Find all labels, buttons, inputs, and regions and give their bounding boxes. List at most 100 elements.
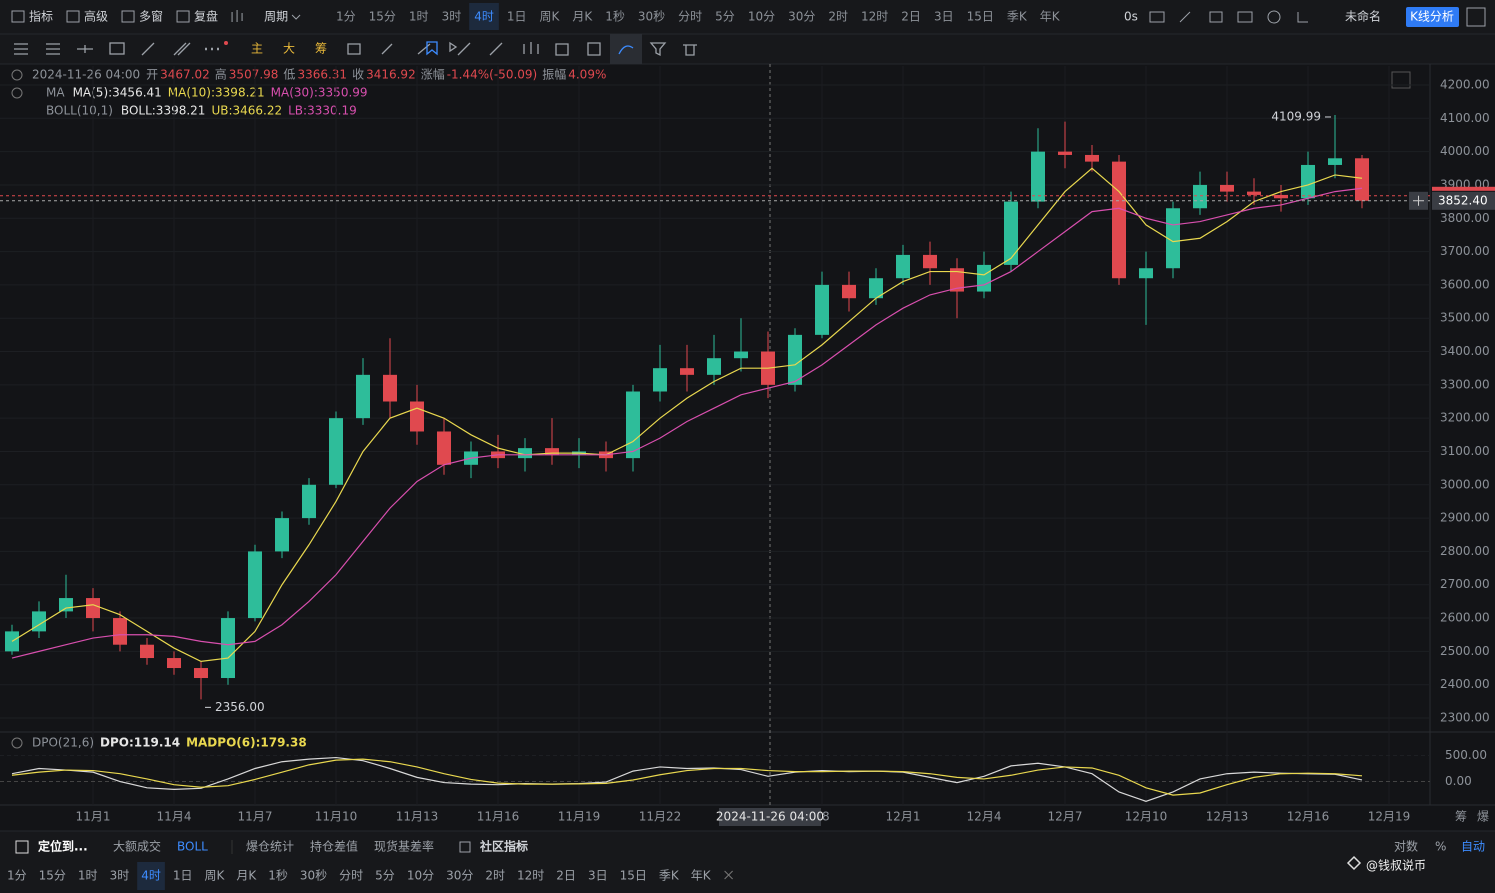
period-button[interactable]: 30分 [446, 869, 473, 883]
period-button[interactable]: 周K [539, 10, 560, 24]
ma-line [11, 187, 1363, 659]
toolbar-button[interactable]: 周期 [264, 10, 288, 24]
period-button[interactable]: 周K [204, 869, 225, 883]
period-button[interactable]: 月K [236, 869, 257, 883]
last-price-box [1432, 191, 1495, 210]
indicator-button[interactable]: 主 [251, 42, 263, 56]
period-button[interactable]: 30秒 [638, 10, 665, 24]
indicator-tab[interactable]: 大额成交 [113, 839, 161, 854]
period-button[interactable]: 12时 [517, 869, 544, 883]
period-button[interactable]: 1分 [7, 869, 27, 883]
collapse-icon[interactable] [11, 87, 23, 99]
scale-option[interactable]: % [1435, 840, 1446, 854]
period-button[interactable]: 15分 [369, 10, 396, 24]
period-button[interactable]: 5分 [715, 10, 735, 24]
tool-icon[interactable] [347, 41, 458, 55]
period-button[interactable]: 季K [659, 869, 680, 883]
period-button[interactable]: 1时 [409, 10, 429, 24]
toolbar-button[interactable]: 指标 [29, 9, 53, 24]
period-button[interactable]: 1日 [173, 869, 193, 883]
layout-name[interactable]: 未命名 [1345, 9, 1381, 24]
toolbar-button[interactable]: 复盘 [194, 9, 218, 24]
tool-icon[interactable] [649, 42, 697, 57]
info-label: 涨幅 [421, 67, 445, 82]
indicator-tab[interactable]: 现货基差率 [374, 839, 434, 854]
y-tick-label: 2300.00 [1440, 711, 1490, 725]
period-button[interactable]: 15分 [39, 869, 66, 883]
period-button[interactable]: 30分 [788, 10, 815, 24]
trend-icon[interactable] [141, 42, 191, 56]
side-tab[interactable]: 筹 [1455, 810, 1467, 824]
close-icon[interactable] [724, 870, 733, 880]
period-button[interactable]: 3日 [934, 10, 954, 24]
scale-option[interactable]: 对数 [1394, 839, 1418, 854]
community-icon [459, 841, 471, 853]
period-button[interactable]: 1时 [78, 869, 98, 883]
period-button[interactable]: 12时 [861, 10, 888, 24]
period-button[interactable]: 5分 [375, 869, 395, 883]
menu-icon[interactable] [14, 43, 28, 55]
community-tab[interactable]: 社区指标 [479, 839, 528, 854]
expand-icon[interactable] [1391, 71, 1411, 89]
drawing-tools [14, 34, 697, 64]
period-button[interactable]: 3时 [442, 10, 462, 24]
period-button[interactable]: 2时 [485, 869, 505, 883]
toolbar-button[interactable]: 高级 [84, 9, 108, 24]
last-price-label: 3852.40 [1438, 193, 1488, 207]
period-button[interactable]: 2日 [556, 869, 576, 883]
period-button[interactable]: 1秒 [268, 869, 288, 883]
indicator-tab[interactable]: BOLL [177, 840, 208, 854]
period-button[interactable]: 季K [1007, 10, 1028, 24]
period-button[interactable]: 30秒 [300, 869, 327, 883]
period-button[interactable]: 2日 [901, 10, 921, 24]
period-button[interactable]: 2时 [828, 10, 848, 24]
period-button[interactable]: 15日 [967, 10, 994, 24]
locate-icon[interactable] [15, 840, 29, 854]
period-button[interactable]: 月K [572, 10, 593, 24]
indicator-button[interactable]: 大 [283, 42, 295, 56]
period-button[interactable]: 3日 [588, 869, 608, 883]
analysis-button[interactable] [1406, 7, 1459, 27]
collapse-icon[interactable] [11, 737, 23, 749]
info-value: -1.44%(-50.09) [447, 68, 538, 82]
indicator-button[interactable]: 筹 [315, 42, 327, 56]
period-button[interactable]: 1分 [336, 10, 356, 24]
period-button[interactable]: 10分 [407, 869, 434, 883]
close-icon[interactable] [1466, 7, 1486, 27]
period-button[interactable]: 15日 [620, 869, 647, 883]
candle-body [788, 334, 802, 385]
collapse-icon[interactable] [11, 69, 23, 81]
legend-item: MA(30):3350.99 [271, 86, 368, 100]
period-button[interactable]: 4时 [141, 869, 161, 883]
tool-icon[interactable] [457, 42, 601, 56]
period-button[interactable]: 年K [1040, 10, 1061, 24]
indicator-tab[interactable]: 爆仓统计 [246, 840, 294, 854]
candle-body [329, 418, 343, 485]
analysis-button-label[interactable]: K线分析 [1410, 10, 1454, 24]
hline-icon[interactable] [77, 45, 93, 53]
candle-body [653, 368, 667, 392]
active-tool[interactable] [610, 34, 642, 64]
period-button[interactable]: 10分 [748, 10, 775, 24]
magnet-icon[interactable] [618, 45, 634, 55]
locate-button[interactable]: 定位到... [38, 839, 88, 854]
lines-icon[interactable] [46, 43, 60, 55]
period-button[interactable]: 1秒 [605, 10, 625, 24]
period-button[interactable]: 分时 [339, 869, 363, 883]
period-button[interactable]: 年K [691, 869, 712, 883]
period-button[interactable]: 3时 [110, 869, 130, 883]
indicator-tab[interactable]: 持仓差值 [310, 839, 358, 854]
candle-body [275, 518, 289, 552]
side-tab[interactable]: 爆 [1477, 810, 1489, 824]
tool-icon[interactable] [426, 41, 438, 56]
info-value: 3467.02 [160, 68, 210, 82]
period-button[interactable]: 分时 [678, 10, 702, 24]
scale-option[interactable]: 自动 [1461, 840, 1485, 854]
dot [224, 41, 228, 45]
candle-body [1085, 154, 1099, 162]
toolbar-button[interactable]: 多窗 [139, 10, 163, 24]
rect-icon[interactable] [109, 42, 125, 55]
period-button[interactable]: 1日 [507, 10, 527, 24]
x-tick-label: 12月4 [967, 810, 1002, 824]
period-button[interactable]: 4时 [474, 10, 494, 24]
